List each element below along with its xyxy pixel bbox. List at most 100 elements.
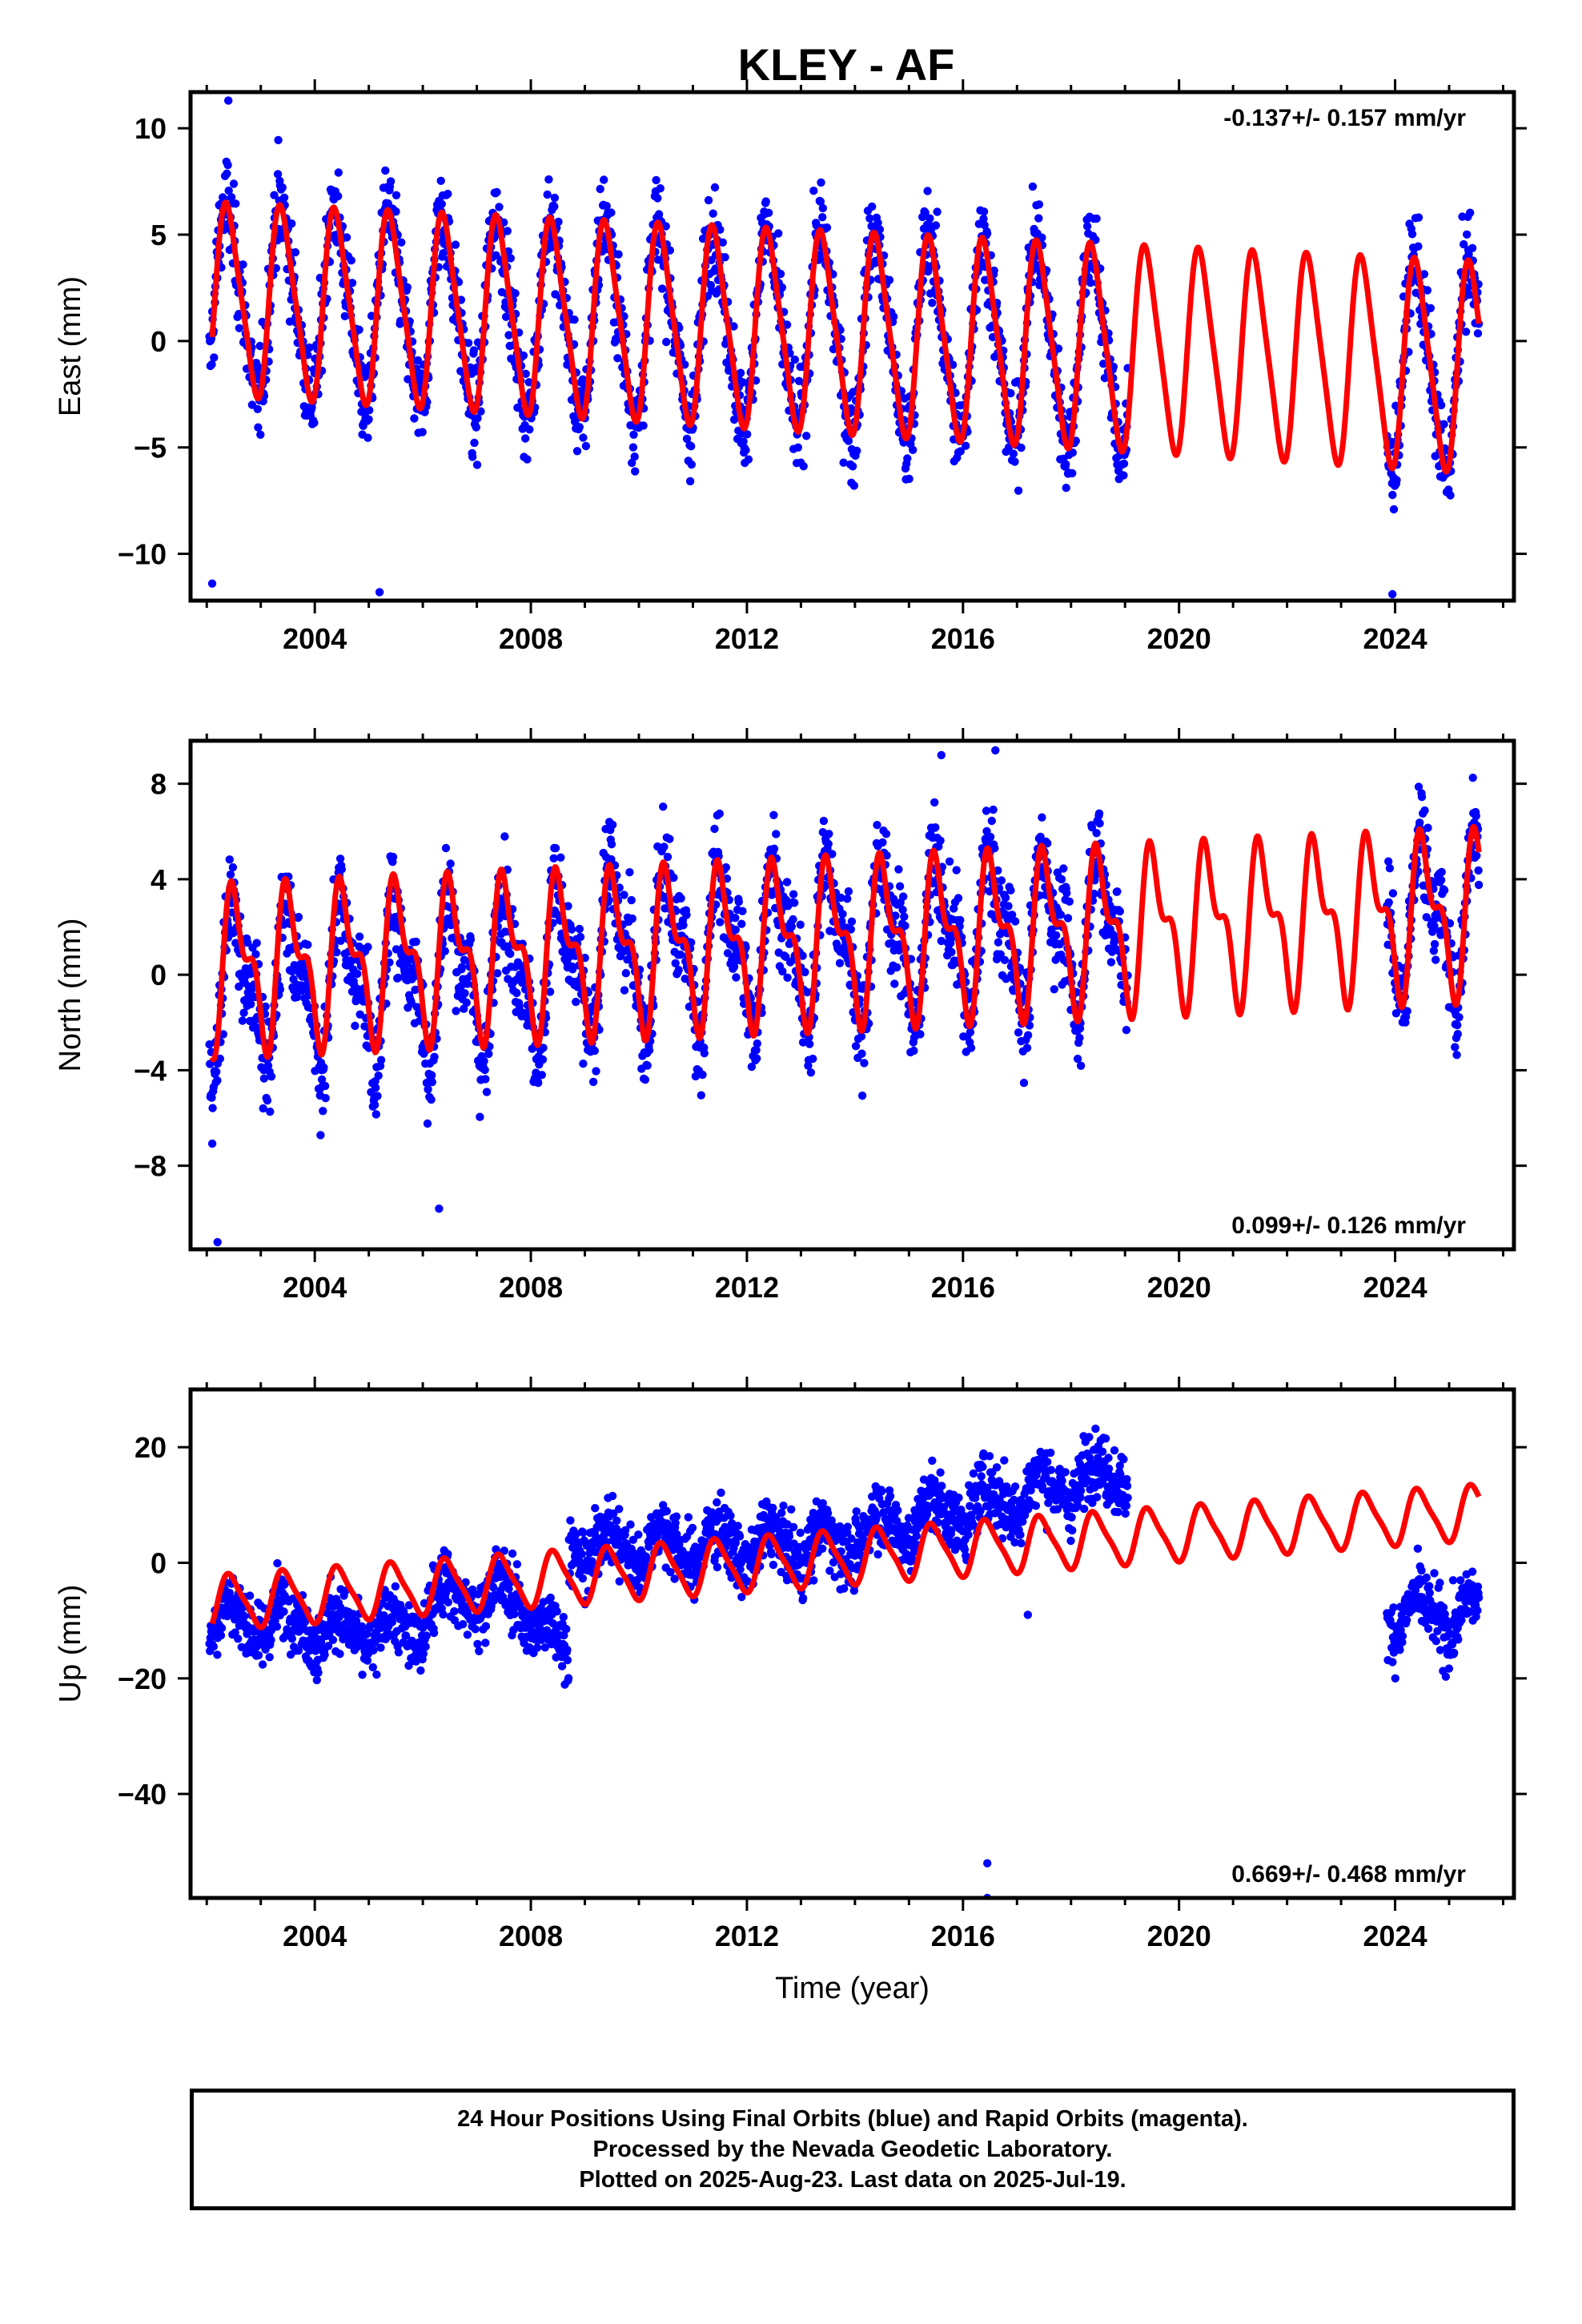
observation-point <box>251 359 261 368</box>
observation-point <box>213 1651 222 1659</box>
observation-point <box>928 299 937 308</box>
observation-point <box>581 441 591 451</box>
observation-point <box>1472 811 1480 821</box>
observation-point <box>774 229 783 238</box>
observation-point <box>799 462 808 471</box>
observation-point <box>1004 902 1013 911</box>
observation-point <box>376 1055 386 1064</box>
observation-point <box>492 187 501 197</box>
observation-point <box>519 351 528 360</box>
observation-point <box>982 229 992 238</box>
observation-point <box>212 1068 221 1076</box>
y-tick-label: −8 <box>134 1150 167 1183</box>
observation-point <box>551 843 560 853</box>
y-tick-label: −4 <box>134 1054 167 1087</box>
observation-point <box>936 836 945 845</box>
chart-title: KLEY - AF <box>738 39 955 90</box>
observation-point <box>588 1077 598 1087</box>
observation-point <box>948 360 958 369</box>
observation-point <box>1001 893 1010 903</box>
observation-point <box>430 1052 439 1062</box>
observation-point <box>460 989 469 998</box>
observation-point <box>926 214 934 223</box>
observation-point <box>806 1068 816 1077</box>
observation-point <box>596 184 604 194</box>
observation-point <box>1051 931 1061 940</box>
observation-point <box>905 474 913 484</box>
observation-point <box>357 1622 367 1631</box>
observation-point <box>710 824 719 834</box>
observation-point <box>718 238 727 247</box>
observation-point <box>987 816 997 826</box>
observation-point <box>355 932 364 941</box>
observation-point <box>895 882 905 891</box>
observation-point <box>687 460 696 469</box>
y-axis-label: North (mm) <box>54 918 87 1072</box>
observation-point <box>274 135 283 145</box>
observation-point <box>1446 491 1455 500</box>
observation-point <box>793 443 802 452</box>
observation-point <box>1468 774 1477 782</box>
observation-point <box>1119 471 1128 480</box>
observation-point <box>564 902 572 911</box>
observation-point <box>600 175 608 184</box>
observation-point <box>1086 278 1095 287</box>
observation-point <box>1419 270 1429 279</box>
observation-point <box>1010 457 1019 466</box>
x-tick-label: 2012 <box>715 1271 779 1304</box>
observation-point <box>391 945 401 954</box>
observation-point <box>1014 486 1023 495</box>
observation-point <box>287 219 296 228</box>
observation-point <box>446 859 455 868</box>
observation-point <box>931 823 940 832</box>
observation-point <box>272 1622 282 1631</box>
observation-point <box>640 1076 650 1084</box>
observation-point <box>480 1056 488 1066</box>
observation-point <box>1068 468 1077 478</box>
observation-point <box>511 289 520 298</box>
observation-point <box>227 908 236 917</box>
observation-point <box>238 1016 247 1025</box>
observation-point <box>550 202 559 211</box>
observation-point <box>316 1131 325 1140</box>
observation-point <box>631 467 640 476</box>
observation-point <box>305 343 314 352</box>
observation-point <box>391 1582 400 1591</box>
observation-point <box>466 935 476 944</box>
observation-point <box>704 195 713 205</box>
observation-point <box>385 958 394 967</box>
observation-point <box>682 911 691 919</box>
velocity-rate-label: -0.137+/- 0.157 mm/yr <box>1223 105 1466 131</box>
observation-point <box>1389 505 1399 514</box>
observation-point <box>715 809 724 818</box>
observation-point <box>1000 955 1010 965</box>
observation-point <box>613 354 622 363</box>
observation-point <box>625 868 634 877</box>
observation-point <box>656 184 665 193</box>
observation-point <box>397 238 406 247</box>
observation-point <box>285 317 295 326</box>
observation-point <box>347 256 355 265</box>
observation-point <box>753 1039 761 1048</box>
observation-point <box>481 1075 490 1084</box>
observation-point <box>630 452 639 461</box>
observation-point <box>628 443 638 452</box>
observation-point <box>444 189 452 199</box>
observation-point <box>776 269 785 279</box>
observation-point <box>358 1671 367 1679</box>
observation-point <box>1420 806 1429 815</box>
observation-point <box>817 178 825 187</box>
observation-point <box>853 446 861 456</box>
observation-point <box>403 283 412 292</box>
observation-point <box>261 1002 270 1011</box>
observation-point <box>234 1634 243 1643</box>
observation-points-east <box>205 96 1484 599</box>
plot-frame <box>188 90 1516 603</box>
observation-point <box>534 1079 543 1088</box>
observation-point <box>579 1059 588 1068</box>
observation-point <box>772 830 781 838</box>
x-tick-label: 2004 <box>283 622 347 655</box>
observation-point <box>933 207 942 216</box>
observation-point <box>572 997 580 1007</box>
